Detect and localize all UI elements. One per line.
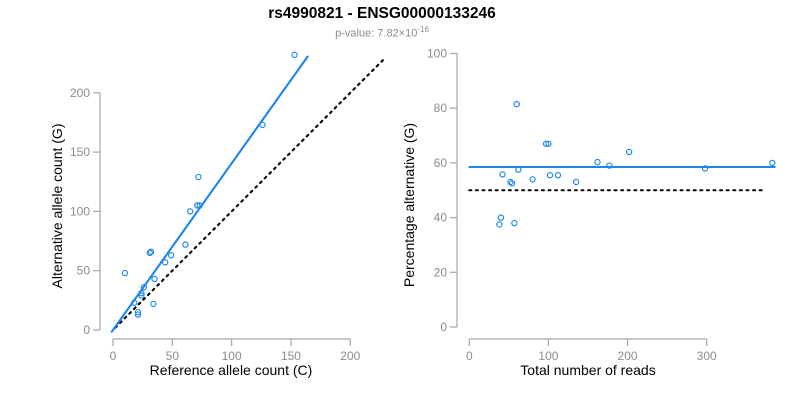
right-data-point bbox=[513, 100, 520, 108]
left-plot-x-axis-label: Reference allele count (C) bbox=[149, 362, 313, 378]
right-data-point bbox=[546, 172, 554, 179]
left-x-tick-label: 100 bbox=[222, 349, 242, 363]
left-y-tick-label: 50 bbox=[77, 264, 91, 278]
right-data-point bbox=[497, 214, 505, 221]
left-data-point bbox=[291, 51, 298, 59]
left-data-point bbox=[195, 173, 202, 181]
left-y-tick-label: 100 bbox=[70, 204, 90, 218]
right-x-tick-label: 200 bbox=[618, 349, 638, 363]
left-x-tick-label: 50 bbox=[166, 349, 180, 363]
right-data-point bbox=[542, 140, 550, 147]
left-data-point bbox=[121, 269, 129, 277]
right-y-tick-label: 100 bbox=[427, 47, 447, 61]
left-data-point bbox=[151, 275, 158, 283]
right-x-tick-label: 100 bbox=[538, 349, 558, 363]
right-data-point bbox=[554, 172, 562, 179]
p-value-exponent: -16 bbox=[417, 25, 429, 34]
left-data-point bbox=[196, 202, 203, 209]
left-data-point bbox=[167, 252, 175, 259]
right-data-point bbox=[769, 159, 776, 167]
right-data-point bbox=[606, 162, 613, 169]
right-data-point bbox=[529, 176, 536, 183]
left-data-point bbox=[138, 292, 145, 299]
left-data-point bbox=[162, 259, 169, 266]
right-plot-x-axis-label: Total number of reads bbox=[520, 362, 656, 378]
left-data-point bbox=[131, 299, 138, 306]
left-y-tick-label: 200 bbox=[70, 86, 90, 100]
left-data-point bbox=[150, 300, 157, 308]
right-data-point bbox=[499, 171, 506, 178]
left-data-point bbox=[259, 121, 266, 128]
right-plot-y-axis-label: Percentage alternative (G) bbox=[401, 122, 417, 288]
left-x-tick-label: 0 bbox=[110, 349, 117, 363]
left-y-tick-label: 0 bbox=[83, 323, 90, 337]
right-data-point bbox=[515, 166, 522, 173]
left-data-point bbox=[134, 309, 142, 316]
left-x-tick-label: 150 bbox=[281, 349, 301, 363]
right-data-point bbox=[625, 148, 633, 156]
left-x-tick-label: 200 bbox=[340, 349, 360, 363]
right-y-tick-label: 20 bbox=[434, 265, 448, 279]
right-y-tick-label: 60 bbox=[434, 156, 448, 170]
right-data-point bbox=[545, 140, 552, 147]
right-y-tick-label: 0 bbox=[440, 320, 447, 334]
right-data-point bbox=[701, 165, 709, 172]
right-x-tick-label: 0 bbox=[466, 349, 473, 363]
right-data-point bbox=[507, 178, 514, 186]
p-value-base: p-value: 7.82×10 bbox=[335, 27, 418, 40]
right-data-point bbox=[572, 178, 580, 186]
right-y-tick-label: 80 bbox=[434, 101, 448, 115]
fit-line bbox=[110, 55, 309, 333]
figure-title: rs4990821 - ENSG00000133246 bbox=[268, 5, 496, 22]
left-data-point bbox=[140, 284, 148, 291]
right-y-tick-label: 40 bbox=[434, 211, 448, 225]
p-value-subtitle: p-value: 7.82×10-16 bbox=[32, 25, 732, 40]
right-data-point bbox=[594, 158, 601, 166]
right-data-point bbox=[508, 180, 516, 187]
left-y-tick-label: 150 bbox=[70, 145, 90, 159]
identity-line bbox=[114, 56, 387, 329]
left-data-point bbox=[147, 248, 155, 255]
right-data-point bbox=[511, 219, 518, 227]
left-data-point bbox=[134, 311, 142, 318]
left-data-point bbox=[186, 208, 194, 215]
left-data-point bbox=[182, 241, 189, 248]
left-plot-y-axis-label: Alternative allele count (G) bbox=[49, 123, 65, 289]
left-data-point bbox=[138, 290, 145, 297]
right-data-point bbox=[496, 221, 503, 228]
left-data-point bbox=[146, 249, 153, 257]
left-data-point bbox=[194, 202, 201, 209]
right-x-tick-label: 300 bbox=[697, 349, 717, 363]
